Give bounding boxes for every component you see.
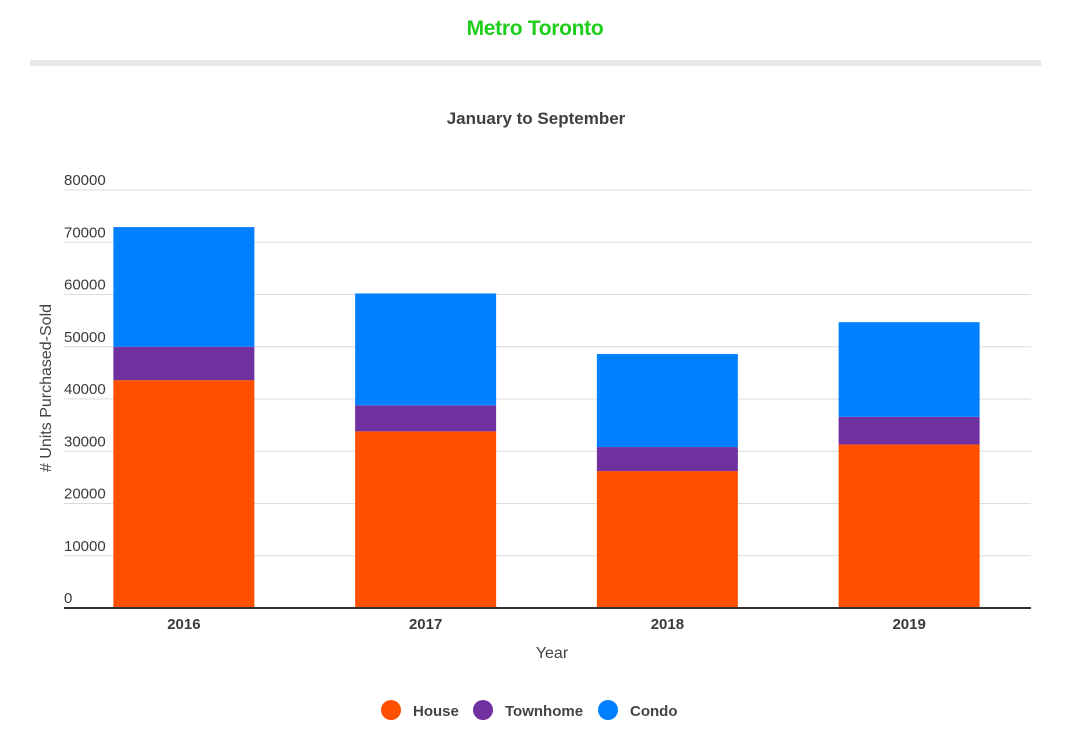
bar-house-2016 <box>113 380 255 608</box>
y-tick-label: 80000 <box>64 172 106 189</box>
y-tick-label: 40000 <box>64 381 106 398</box>
y-tick-label: 30000 <box>64 433 106 450</box>
legend-swatch-house <box>381 700 401 720</box>
y-tick-label: 10000 <box>64 538 106 555</box>
chart-title: January to September <box>447 109 626 128</box>
bar-condo-2017 <box>355 293 497 406</box>
bar-condo-2019 <box>838 322 980 417</box>
x-axis-ticks: 2016 2017 2018 2019 <box>167 616 926 633</box>
bar-house-2019 <box>838 444 980 608</box>
bar-house-2018 <box>596 471 738 608</box>
x-tick-label: 2018 <box>651 616 684 633</box>
y-tick-label: 0 <box>64 590 72 607</box>
y-tick-label: 60000 <box>64 277 106 294</box>
x-tick-label: 2016 <box>167 616 200 633</box>
y-axis-ticks: 0 10000 20000 30000 40000 50000 60000 70000 8000… <box>64 172 106 607</box>
y-tick-label: 50000 <box>64 329 106 346</box>
legend-label-house: House <box>413 703 459 720</box>
y-tick-label: 20000 <box>64 486 106 503</box>
bars <box>113 227 980 608</box>
bar-townhome-2016 <box>113 346 255 381</box>
x-tick-label: 2017 <box>409 616 442 633</box>
header-divider <box>30 60 1041 66</box>
bar-townhome-2018 <box>596 447 738 472</box>
legend-label-condo: Condo <box>630 703 677 720</box>
legend-swatch-condo <box>598 700 618 720</box>
page-title: Metro Toronto <box>466 17 604 40</box>
bar-condo-2016 <box>113 227 255 347</box>
legend: House Townhome Condo <box>381 700 677 720</box>
bar-townhome-2017 <box>355 405 497 432</box>
x-tick-label: 2019 <box>892 616 925 633</box>
bar-townhome-2019 <box>838 416 980 445</box>
bar-house-2017 <box>355 431 497 608</box>
y-tick-label: 70000 <box>64 224 106 241</box>
legend-swatch-townhome <box>473 700 493 720</box>
x-axis-label: Year <box>536 645 569 662</box>
legend-label-townhome: Townhome <box>505 703 583 720</box>
y-axis-label: # Units Purchased-Sold <box>38 304 55 472</box>
bar-condo-2018 <box>596 354 738 448</box>
